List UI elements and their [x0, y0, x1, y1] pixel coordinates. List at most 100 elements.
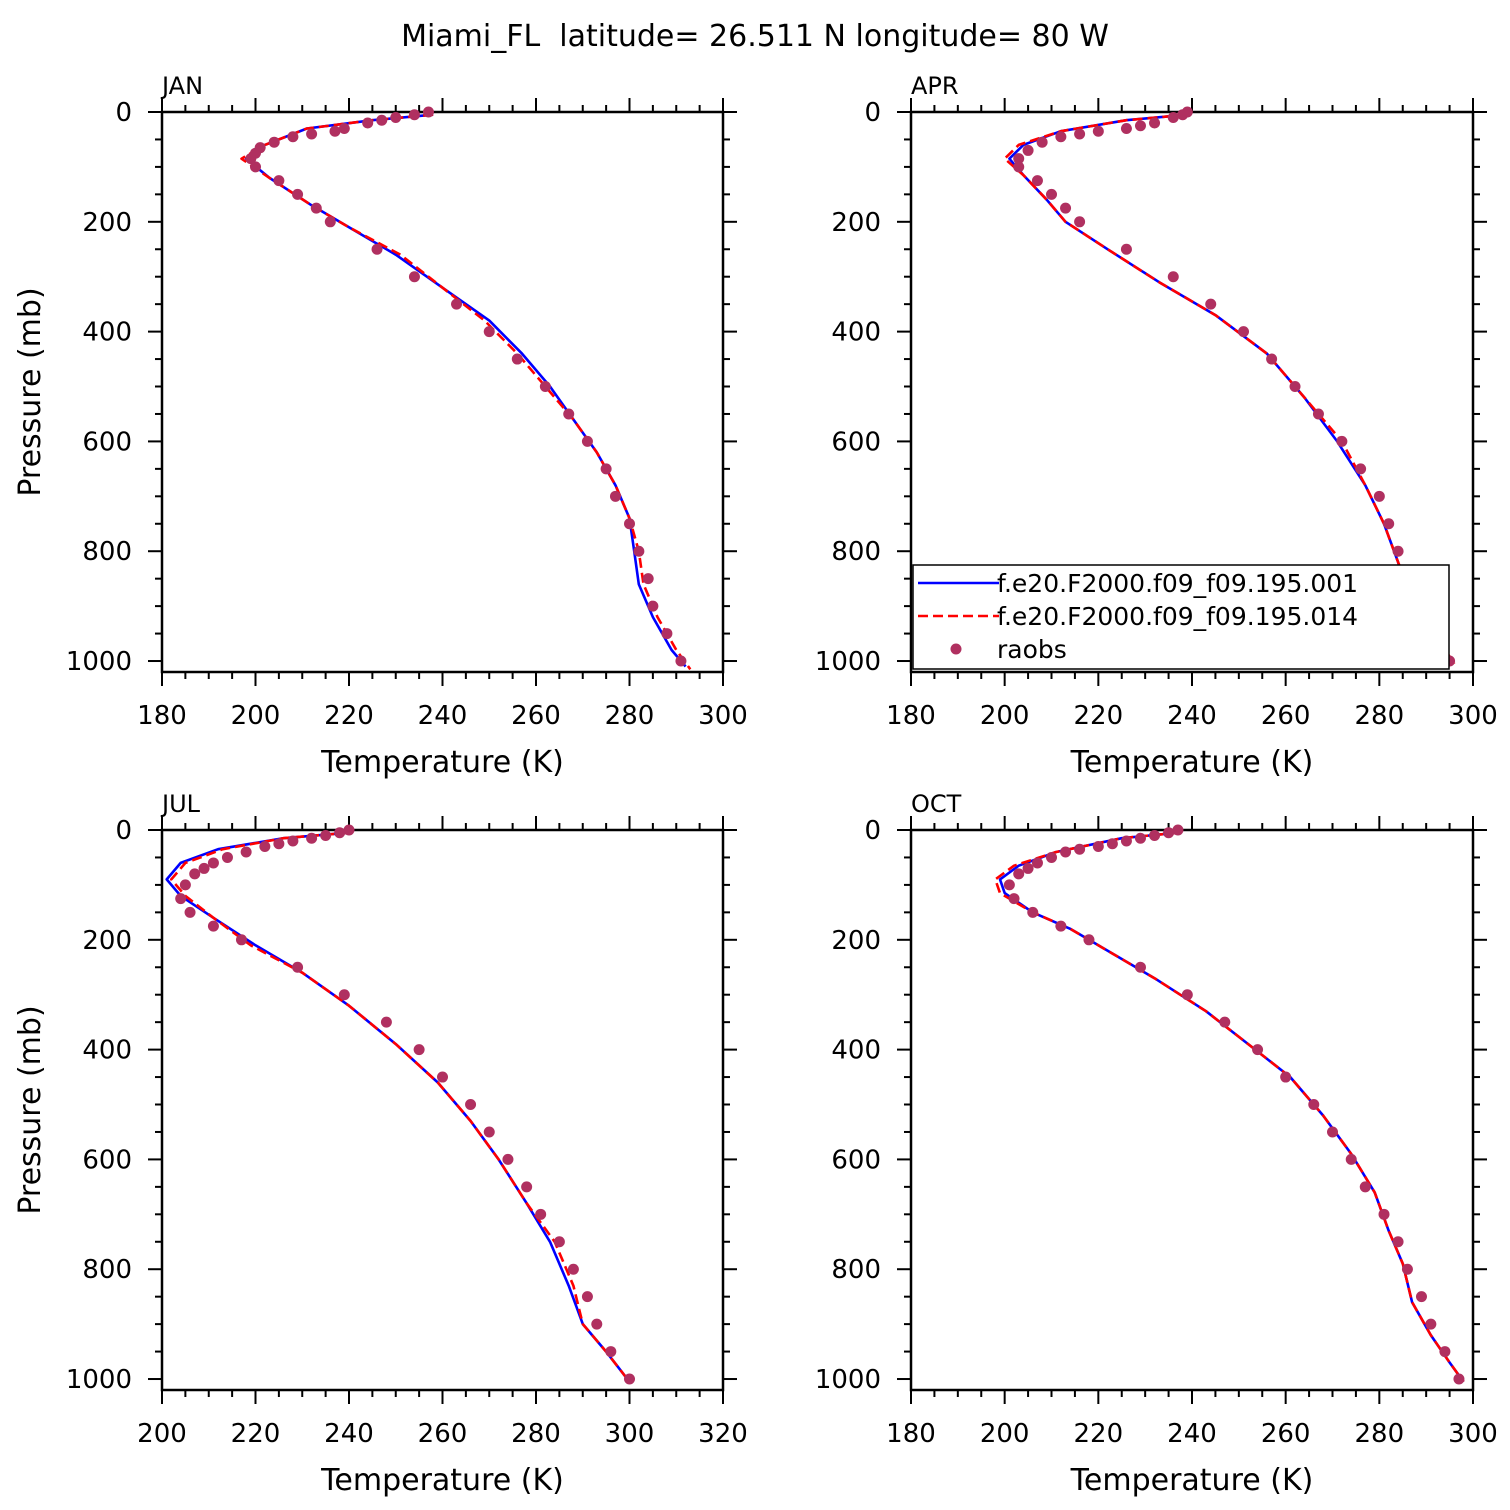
- raobs-point: [189, 868, 201, 880]
- figure-title: Miami_FL latitude= 26.511 N longitude= 8…: [401, 19, 1109, 54]
- panel-apr: APR 180 200 220 240 260 280 300 0 200 400 600 800 100…: [815, 72, 1498, 780]
- raobs-point: [1219, 1016, 1231, 1028]
- series-group: [240, 106, 692, 671]
- raobs-point: [1036, 136, 1048, 148]
- raobs-point: [1060, 202, 1072, 214]
- raobs-point: [633, 545, 645, 557]
- x-tick-label: 200: [980, 1419, 1030, 1449]
- raobs-point: [1401, 1263, 1413, 1275]
- x-axis-title: Temperature (K): [1070, 1463, 1314, 1498]
- raobs-point: [207, 857, 219, 869]
- raobs-point: [1022, 862, 1034, 874]
- raobs-point: [1060, 846, 1072, 858]
- y-tick-label: 600: [831, 427, 881, 457]
- raobs-point: [1008, 893, 1020, 905]
- x-tick-label: 200: [231, 701, 281, 731]
- raobs-point: [581, 435, 593, 447]
- raobs-point: [292, 188, 304, 200]
- raobs-point: [1312, 408, 1324, 420]
- raobs-point: [1425, 1318, 1437, 1330]
- raobs-point: [1031, 175, 1043, 187]
- raobs-point: [338, 122, 350, 134]
- panel-jul: JUL 200 220 240 260 280 300 320 0 200 400 600 800 100…: [13, 790, 748, 1498]
- raobs-point: [581, 1291, 593, 1303]
- raobs-point: [310, 202, 322, 214]
- y-tick-label: 1000: [815, 1365, 881, 1395]
- raobs-point: [1031, 857, 1043, 869]
- series-group: [165, 824, 635, 1385]
- y-tick-label: 800: [831, 537, 881, 567]
- x-tick-label: 240: [1167, 1419, 1217, 1449]
- raobs-point: [320, 829, 332, 841]
- raobs-point: [1289, 381, 1301, 393]
- y-tick-label: 400: [831, 1036, 881, 1066]
- x-tick-label: 240: [418, 701, 468, 731]
- raobs-point: [1327, 1126, 1338, 1138]
- y-tick-label: 400: [82, 1036, 132, 1066]
- raobs-point: [235, 934, 247, 946]
- model-014-line: [1003, 113, 1456, 665]
- raobs-point: [1392, 1236, 1404, 1248]
- panel-label: APR: [911, 72, 959, 100]
- x-tick-label: 200: [137, 1419, 187, 1449]
- raobs-point: [1415, 1291, 1427, 1303]
- raobs-point: [250, 161, 261, 173]
- x-tick-label: 300: [605, 1419, 655, 1449]
- raobs-point: [1149, 829, 1161, 841]
- x-tick-label: 300: [1448, 1419, 1498, 1449]
- raobs-point: [1046, 188, 1057, 200]
- raobs-point: [1172, 824, 1184, 836]
- x-tick-label: 280: [1355, 1419, 1405, 1449]
- raobs-point: [390, 111, 402, 123]
- raobs-point: [376, 114, 388, 126]
- y-tick-label: 800: [82, 537, 132, 567]
- x-tick-label: 220: [1074, 1419, 1124, 1449]
- raobs-point: [1167, 271, 1179, 283]
- raobs-point: [1453, 1373, 1465, 1385]
- raobs-point: [1013, 161, 1025, 173]
- raobs-point: [1308, 1099, 1320, 1111]
- raobs-point: [1074, 216, 1086, 228]
- raobs-point: [408, 271, 420, 283]
- raobs-point: [483, 1126, 495, 1138]
- raobs-point: [221, 851, 233, 863]
- series-group: [1003, 106, 1456, 667]
- raobs-point: [1106, 838, 1118, 850]
- x-tick-label: 180: [886, 701, 936, 731]
- model-014-line: [240, 113, 692, 671]
- raobs-point: [1439, 1346, 1451, 1358]
- panel-oct: OCT 180 200 220 240 260 280 300 0 200 400 600 800 100…: [815, 790, 1498, 1498]
- raobs-point: [1149, 117, 1161, 129]
- raobs-point: [1378, 1208, 1390, 1220]
- model-001-line: [165, 831, 631, 1383]
- model-014-line: [170, 831, 631, 1383]
- y-tick-label: 1000: [66, 647, 132, 677]
- raobs-point: [268, 136, 280, 148]
- raobs-point: [511, 353, 523, 365]
- raobs-point: [408, 109, 420, 121]
- x-tick-label: 280: [511, 1419, 561, 1449]
- raobs-point: [1013, 868, 1025, 880]
- raobs-point: [324, 216, 336, 228]
- x-tick-label: 280: [605, 701, 655, 731]
- y-tick-label: 600: [82, 1145, 132, 1175]
- raobs-point: [1205, 298, 1217, 310]
- raobs-point: [1092, 125, 1104, 137]
- x-tick-label: 220: [231, 1419, 281, 1449]
- raobs-point: [1392, 545, 1404, 557]
- raobs-point: [1345, 1153, 1357, 1165]
- x-tick-label: 280: [1355, 701, 1405, 731]
- raobs-point: [1238, 326, 1250, 338]
- raobs-point: [624, 1373, 635, 1385]
- raobs-point: [1355, 463, 1367, 475]
- y-tick-label: 0: [115, 98, 132, 128]
- raobs-point: [287, 835, 299, 847]
- x-tick-label: 240: [324, 1419, 374, 1449]
- raobs-point: [1163, 827, 1175, 839]
- raobs-point: [422, 106, 434, 118]
- y-tick-label: 0: [864, 816, 881, 846]
- raobs-point: [1055, 131, 1067, 143]
- raobs-point: [1280, 1071, 1292, 1083]
- legend-label: f.e20.F2000.f09_f09.195.014: [997, 602, 1358, 631]
